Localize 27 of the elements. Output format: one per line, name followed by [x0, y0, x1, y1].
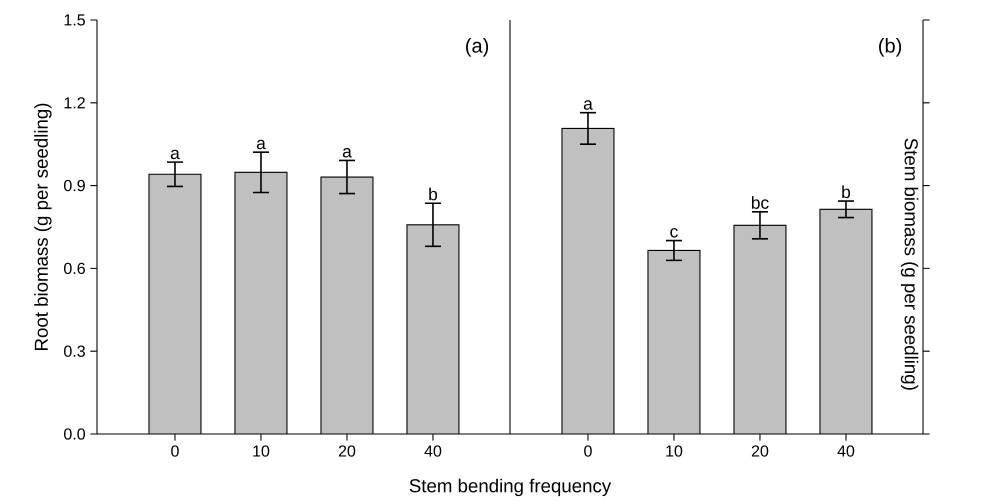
data-label: bc	[752, 196, 769, 209]
x-tick-label: 10	[666, 445, 682, 457]
x-tick-label: 20	[752, 445, 768, 457]
x-tick-label: 20	[338, 445, 356, 457]
x-axis-title: Stem bending frequency	[410, 478, 612, 496]
data-label: b	[842, 185, 850, 198]
x-tick-label: 10	[253, 445, 270, 457]
y-tick-label: 1.2	[64, 97, 85, 108]
x-tick-label: 40	[837, 445, 854, 457]
data-label: a	[342, 148, 352, 158]
y-axis-title: Stem biomass (g per seedling)	[900, 138, 918, 390]
data-label: c	[670, 228, 678, 238]
annotation: (b)	[879, 38, 902, 57]
data-label: a	[584, 100, 593, 110]
x-tick-label: 0	[171, 445, 179, 457]
annotation: (a)	[466, 38, 488, 57]
y-tick-label: 0.0	[64, 428, 86, 440]
data-label: b	[429, 188, 438, 200]
data-label: a	[256, 140, 266, 150]
y-tick-label: 0.6	[64, 262, 85, 274]
y-tick-label: 0.9	[64, 180, 85, 192]
x-tick-label: 40	[424, 445, 442, 457]
y-tick-label: 1.5	[64, 14, 85, 26]
y-axis-title: Root biomass (g per seedling)	[34, 104, 52, 350]
y-tick-label: 0.3	[64, 346, 85, 357]
data-label: a	[170, 150, 180, 160]
x-tick-label: 0	[584, 445, 592, 457]
